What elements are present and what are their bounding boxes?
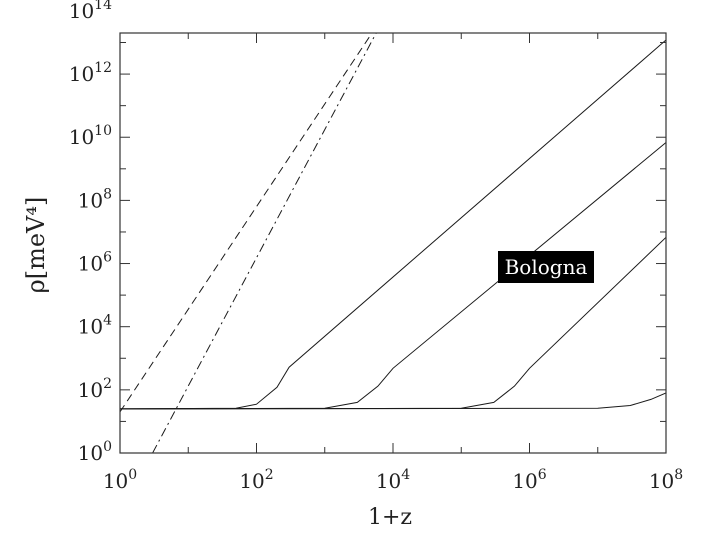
x-tick-label-exponent: 8 — [674, 467, 683, 483]
y-tick-label: 1012 — [69, 60, 112, 86]
y-tick-label: 100 — [78, 439, 112, 465]
y-tick-label: 102 — [78, 376, 112, 402]
axes: 100 102 104 106 1081001021041061081010101210… — [69, 0, 683, 493]
y-axis-label: ρ[meV⁴] — [22, 197, 50, 294]
y-tick-label-exponent: 8 — [103, 186, 112, 202]
x-tick-label: 108 — [649, 467, 683, 493]
series-layer — [120, 33, 666, 453]
x-tick-label-base: 10 — [239, 469, 264, 493]
y-tick-label-base: 10 — [78, 378, 103, 402]
y-tick-label: 104 — [78, 313, 112, 339]
y-tick-label-base: 10 — [78, 188, 103, 212]
annotation-label: Bologna — [505, 255, 588, 279]
y-tick-label-base: 10 — [78, 315, 103, 339]
y-tick-label-base: 10 — [78, 252, 103, 276]
x-tick-label-exponent: 4 — [401, 467, 410, 483]
y-tick-label-base: 10 — [69, 62, 94, 86]
annotation-layer: Bologna — [498, 251, 594, 283]
series-line-2-dashdot — [152, 33, 377, 453]
y-tick-label: 1014 — [69, 0, 112, 23]
x-tick-label-exponent: 6 — [538, 467, 547, 483]
x-tick-label-base: 10 — [103, 469, 128, 493]
series-line-1-dashed — [120, 33, 373, 413]
x-tick-label-exponent: 0 — [128, 467, 137, 483]
series-line-3-solid — [120, 39, 666, 410]
y-tick-label-exponent: 14 — [94, 0, 112, 13]
series-line-6-solid — [120, 392, 666, 410]
y-tick-label-base: 10 — [69, 125, 94, 149]
annotation-background — [498, 251, 594, 283]
y-tick-label-base: 10 — [78, 441, 103, 465]
y-tick-label: 1010 — [69, 123, 112, 149]
y-tick-label-exponent: 0 — [103, 439, 112, 455]
x-tick-label-exponent: 2 — [265, 467, 274, 483]
x-tick-label-base: 10 — [649, 469, 674, 493]
annotation-box: Bologna — [498, 251, 594, 283]
y-tick-label: 106 — [78, 250, 112, 276]
x-tick-label-base: 10 — [512, 469, 537, 493]
plot-frame — [119, 32, 667, 454]
x-axis-label: 1+z — [368, 505, 412, 530]
y-tick-label: 108 — [78, 186, 112, 212]
x-tick-label: 104 — [376, 467, 410, 493]
x-tick-label-base: 10 — [376, 469, 401, 493]
y-tick-label-exponent: 10 — [94, 123, 112, 139]
y-tick-label-base: 10 — [69, 0, 94, 23]
x-tick-label: 106 — [512, 467, 546, 493]
y-tick-label-exponent: 12 — [94, 60, 112, 76]
y-tick-label-exponent: 4 — [103, 313, 112, 329]
y-tick-label-exponent: 2 — [103, 376, 112, 392]
x-tick-label: 102 — [239, 467, 273, 493]
y-tick-label-exponent: 6 — [103, 250, 112, 266]
x-tick-label: 100 — [103, 467, 137, 493]
